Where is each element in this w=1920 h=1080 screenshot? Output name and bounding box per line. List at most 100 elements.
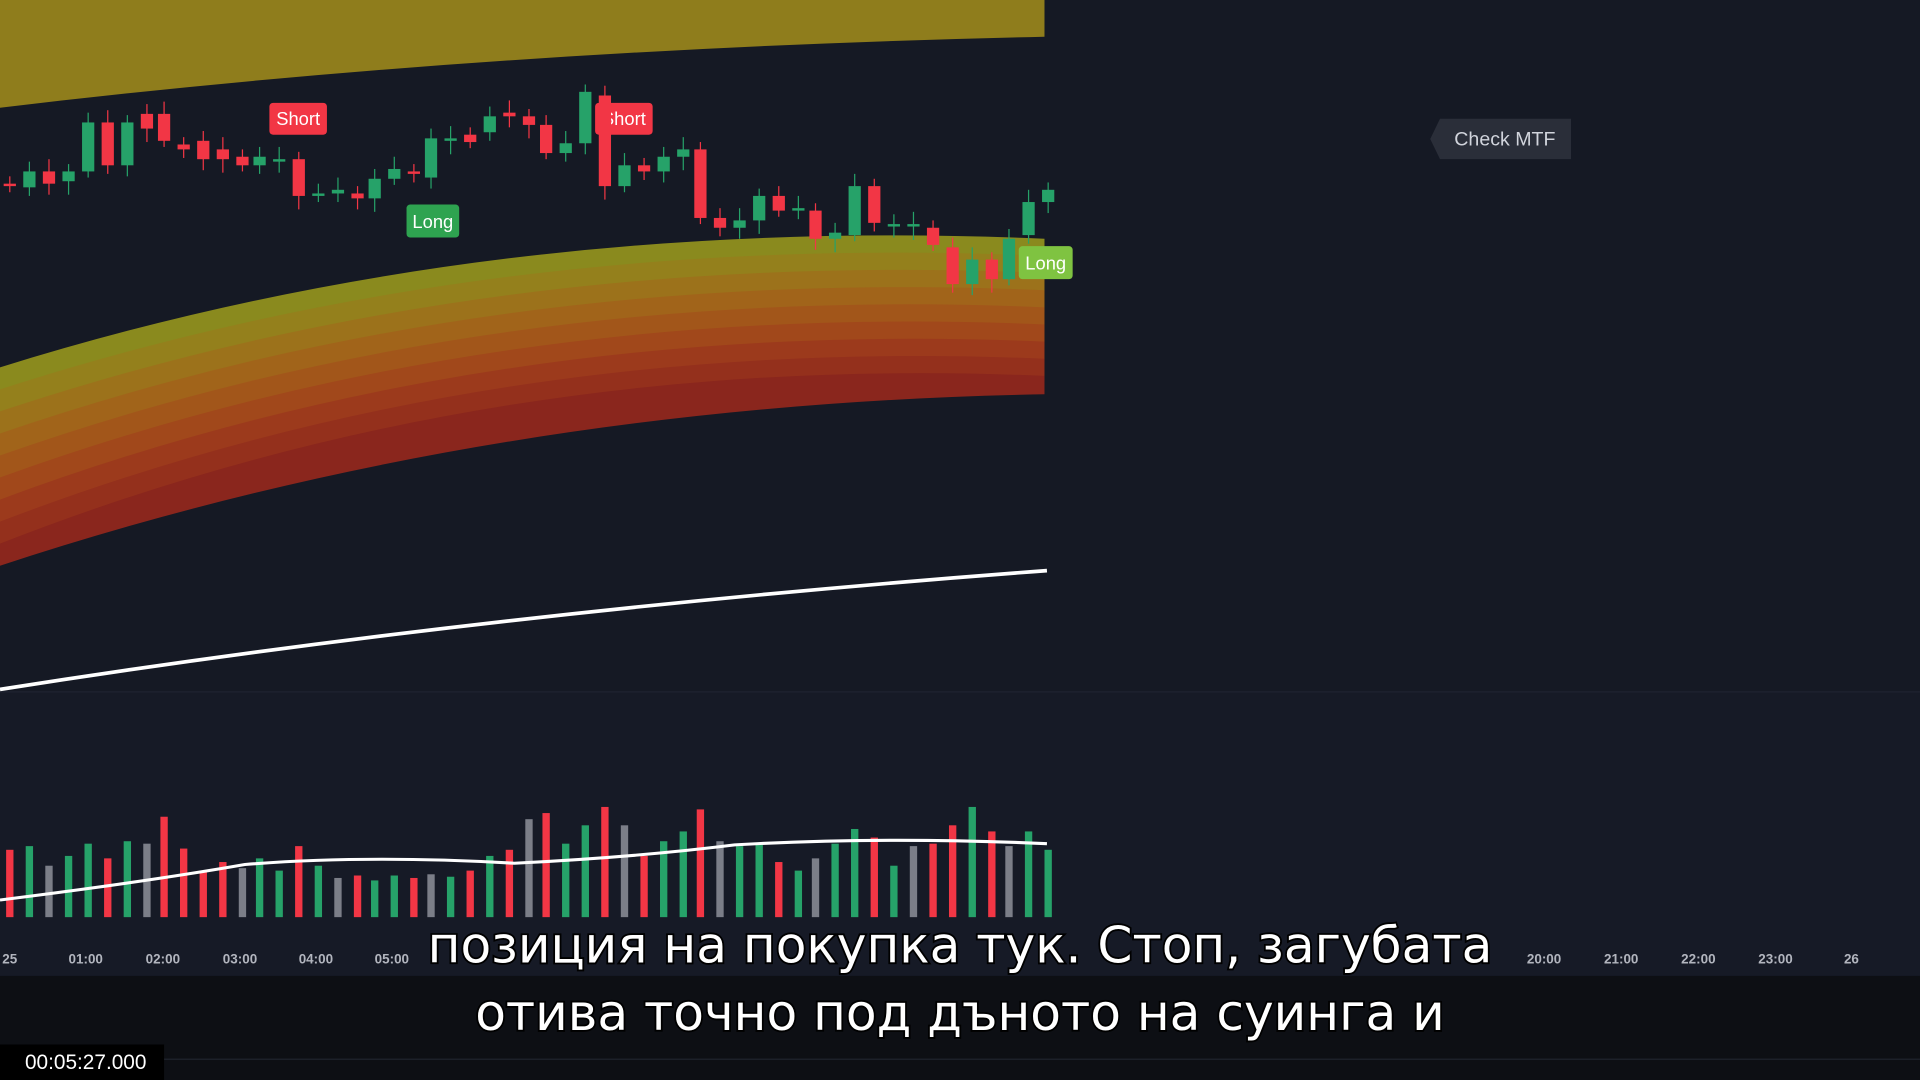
short-label: Short (269, 102, 327, 135)
candle (292, 159, 305, 196)
volume-bar (64, 855, 73, 918)
volume-bar (909, 846, 918, 918)
candle (1022, 202, 1035, 236)
subtitle: позиция на покупка тук. Стоп, загубата (428, 915, 1493, 974)
time-label: 20:00 (1527, 952, 1561, 967)
band-layer (0, 252, 1045, 417)
volume-bar (104, 858, 112, 918)
volume-bar (160, 816, 168, 918)
candle (273, 159, 286, 162)
volume-bar (219, 862, 227, 918)
candle (236, 156, 249, 166)
candle (1042, 189, 1055, 203)
short-text: Short (602, 108, 646, 129)
volume-bar (427, 874, 435, 918)
volume-bar (968, 806, 976, 918)
band-layer (0, 269, 1045, 439)
candle (772, 195, 785, 211)
short-text: Short (276, 108, 320, 129)
candle (946, 247, 959, 285)
candle (637, 165, 651, 172)
candle (753, 195, 766, 221)
band-layer (0, 287, 1045, 461)
long-text: Long (412, 211, 453, 232)
candle (868, 186, 881, 223)
candle (503, 112, 516, 117)
candle (848, 186, 861, 236)
volume-bar (890, 865, 898, 918)
candle (677, 149, 690, 157)
volume-bar (295, 846, 303, 918)
subtitle: отива точно под дъното на суинга и (475, 983, 1445, 1042)
candle (887, 224, 900, 227)
candle (907, 224, 920, 227)
candle (312, 193, 325, 196)
candle (157, 113, 171, 141)
volume-bar (410, 877, 418, 918)
candle (809, 210, 822, 239)
volume-bar (988, 831, 996, 918)
candle (424, 138, 438, 178)
candle (177, 144, 190, 150)
candle (522, 116, 536, 125)
volume-bar (811, 858, 820, 918)
time-label: 22:00 (1681, 952, 1715, 967)
candle (351, 193, 364, 199)
candle (579, 91, 592, 144)
candle (713, 217, 727, 228)
volume-bar (1005, 846, 1013, 918)
volume-bar (525, 819, 533, 918)
candle (23, 171, 36, 188)
volume-bar (199, 870, 207, 918)
top-band (0, 0, 1045, 108)
volume-bar (775, 862, 783, 918)
volume-bar (255, 858, 264, 918)
volume-bar (870, 837, 878, 918)
volume-bar (371, 880, 379, 918)
candle (407, 171, 420, 174)
volume-bar (735, 846, 744, 918)
time-label: 02:00 (146, 952, 180, 967)
volume-bar (794, 870, 803, 918)
time-label: 01:00 (69, 952, 103, 967)
volume-bar (831, 843, 839, 918)
volume-bar (505, 849, 514, 918)
candle (926, 227, 940, 245)
bands (0, 0, 1045, 566)
check-text: Check MTF (1454, 129, 1555, 151)
volume-bar (45, 865, 53, 918)
volume-bar (851, 828, 859, 918)
candle (540, 124, 553, 154)
bottom-bar (0, 975, 1920, 1080)
volume-bar (314, 865, 323, 918)
volume-bar (716, 841, 724, 918)
long-label: Long (406, 204, 460, 238)
candle (62, 171, 75, 182)
volume-bar (620, 825, 629, 918)
volume-bar (466, 870, 474, 918)
candle (101, 122, 114, 166)
check-mtf: Check MTF (1430, 118, 1572, 160)
candle (559, 143, 572, 154)
candle (694, 149, 707, 218)
candle (216, 149, 229, 160)
volume-bar (755, 843, 763, 918)
volume-pane (0, 691, 1920, 976)
volume-bar (696, 809, 705, 918)
candle (792, 208, 805, 211)
candle (42, 171, 56, 184)
candle (828, 232, 842, 239)
candle (3, 183, 16, 187)
candle (82, 122, 95, 172)
volume-bar (660, 841, 668, 918)
volume-bar (601, 806, 609, 918)
volume-bar (180, 848, 188, 918)
time-label: 03:00 (223, 952, 257, 967)
band-layer (0, 235, 1045, 395)
volume-bar (948, 825, 957, 918)
volume-bar (640, 855, 648, 918)
candle (483, 116, 496, 133)
long-label: Long (1018, 246, 1073, 280)
volume-bar (84, 843, 92, 918)
